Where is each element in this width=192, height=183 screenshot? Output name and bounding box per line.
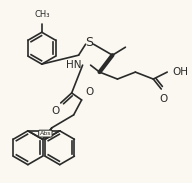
Text: O: O xyxy=(52,106,60,116)
Text: Abs: Abs xyxy=(40,131,51,136)
Text: O: O xyxy=(159,94,167,104)
Text: S: S xyxy=(86,36,94,49)
Text: CH₃: CH₃ xyxy=(34,10,50,19)
Text: HN: HN xyxy=(66,60,82,70)
Text: O: O xyxy=(86,87,94,97)
Text: OH: OH xyxy=(172,67,188,77)
